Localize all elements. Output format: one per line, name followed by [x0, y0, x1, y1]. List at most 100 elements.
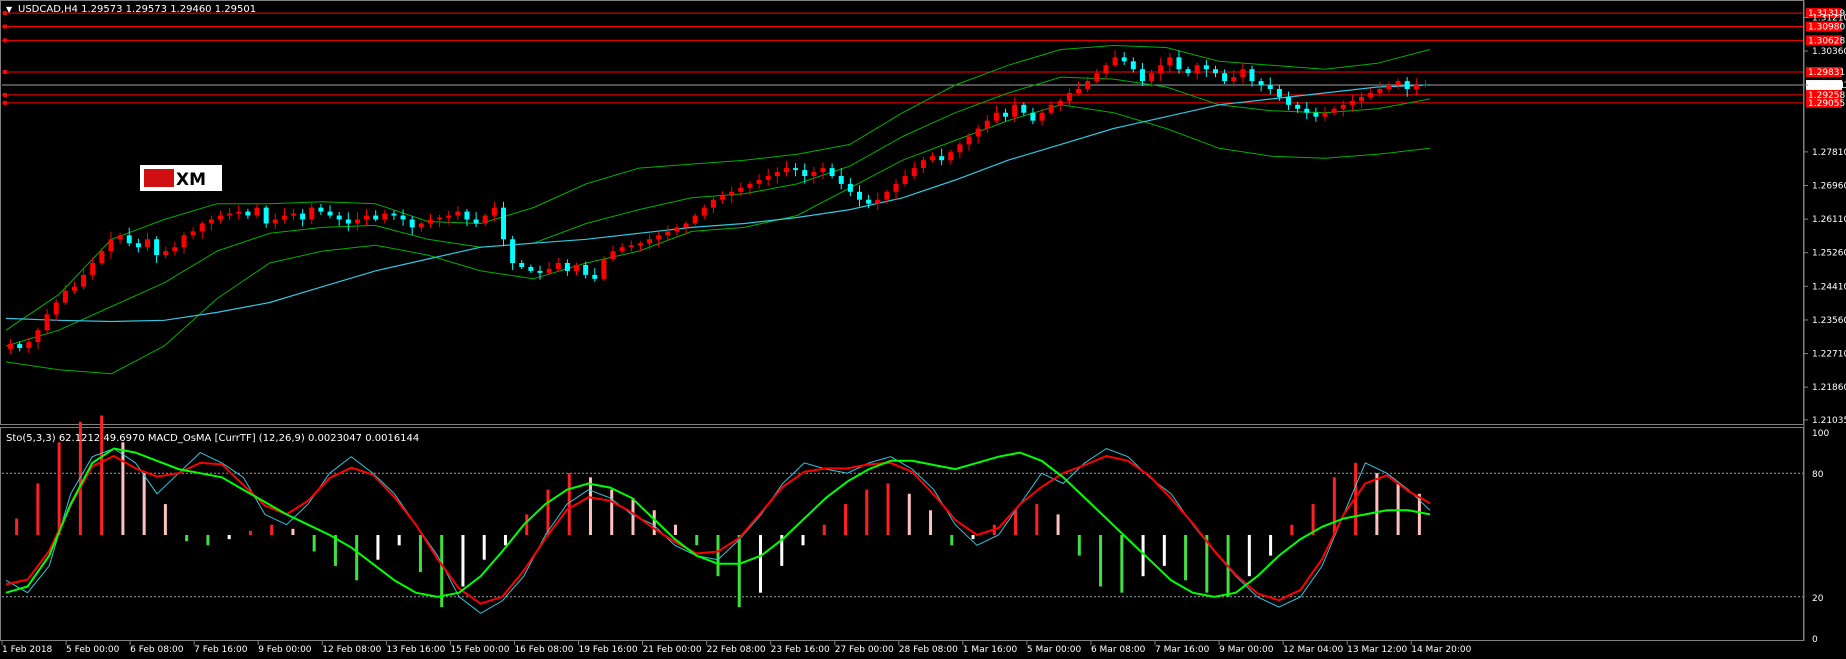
level-handle [3, 92, 7, 97]
candle-body [1003, 112, 1009, 117]
oscillator-tick-label: 80 [1812, 470, 1824, 480]
candle-body [902, 176, 908, 184]
candle-body [90, 263, 96, 275]
osma-bar [503, 535, 507, 546]
candle-body [418, 223, 424, 228]
candle-body [966, 136, 972, 145]
candle-body [747, 183, 753, 188]
candle-body [1276, 89, 1282, 97]
osma-bar [780, 535, 784, 566]
indicator-header: Sto(5,3,3) 62.1212 49.6970 MACD_OsMA [Cu… [6, 433, 419, 444]
time-tick-label: 9 Mar 00:00 [1219, 645, 1274, 655]
candle-body [272, 219, 278, 224]
candle-body [1386, 85, 1392, 90]
level-handle [3, 100, 7, 105]
candle-body [1066, 92, 1072, 101]
osma-bar [270, 524, 274, 535]
level-price-label: 1.30980 [1808, 23, 1845, 33]
osma-bar [971, 535, 975, 540]
candle-body [373, 215, 379, 220]
candle-body [345, 219, 351, 224]
level-price-tag [1806, 89, 1842, 100]
time-tick-label: 5 Mar 00:00 [1027, 645, 1082, 655]
level-price-label: 1.29831 [1808, 68, 1845, 78]
candle-body [327, 211, 333, 216]
level-price-label: 1.29501 [1808, 81, 1845, 91]
candle-body [144, 239, 150, 248]
candle-body [1395, 81, 1401, 86]
candle-body [820, 168, 826, 173]
time-tick-label: 5 Feb 00:00 [66, 645, 120, 655]
candle-body [1322, 112, 1328, 117]
candle-body [1222, 73, 1228, 82]
symbol-header: USDCAD,H4 1.29573 1.29573 1.29460 1.2950… [18, 4, 256, 15]
candle-body [884, 191, 890, 200]
candle-body [400, 215, 406, 220]
bollinger-lower-line [5, 104, 1431, 375]
osma-bar [1077, 535, 1081, 556]
candle-body [628, 245, 634, 248]
candle-body [1313, 112, 1319, 117]
osma-bar [737, 535, 741, 608]
candle-body [1422, 85, 1428, 87]
candle-body [710, 199, 716, 208]
candle-body [1158, 65, 1164, 74]
candle-body [99, 251, 105, 264]
osma-bar [121, 442, 125, 535]
time-tick-label: 19 Feb 16:00 [579, 645, 638, 655]
candle-body [291, 213, 297, 216]
level-price-label: 1.31319 [1808, 9, 1845, 19]
price-tick-label: 1.23560 [1812, 316, 1846, 326]
time-tick-label: 6 Feb 08:00 [130, 645, 184, 655]
stochastic-main-line [5, 454, 1431, 605]
time-tick-label: 27 Feb 00:00 [835, 645, 894, 655]
candle-body [181, 235, 187, 248]
osma-bar [1120, 535, 1124, 593]
level-price-label: 1.29258 [1808, 91, 1845, 101]
osma-bar [1396, 483, 1400, 535]
horizontal-levels[interactable]: 1.31319 1.30980 1.30628 1.29831 1.295011.292… [2, 8, 1845, 109]
osma-bar [312, 535, 316, 552]
time-tick-label: 15 Feb 00:00 [450, 645, 509, 655]
price-tick-label: 1.21860 [1812, 383, 1846, 393]
candle-body [619, 247, 625, 252]
osma-bar [1247, 535, 1251, 577]
time-tick-label: 16 Feb 08:00 [514, 645, 573, 655]
price-tick-label: 1.25260 [1812, 249, 1846, 259]
osma-bar [482, 535, 486, 560]
time-tick-label: 6 Mar 08:00 [1091, 645, 1146, 655]
time-tick-label: 1 Mar 16:00 [963, 645, 1018, 655]
candle-body [1286, 96, 1292, 105]
level-price-tag [1806, 66, 1842, 77]
osma-bar [886, 483, 890, 535]
candle-body [81, 274, 87, 287]
price-tick-label: 1.26110 [1812, 215, 1846, 225]
candle-body [446, 215, 452, 218]
osma-bar [57, 442, 61, 535]
candle-body [647, 239, 653, 244]
window-menu-icon[interactable]: ▼ [6, 5, 13, 14]
candle-body [1359, 96, 1365, 101]
candle-body [108, 239, 114, 252]
osma-bar [206, 535, 210, 546]
candle-body [993, 112, 999, 121]
time-tick-label: 14 Mar 20:00 [1411, 645, 1471, 655]
osma-bar [15, 518, 19, 535]
osma-bar [1099, 535, 1103, 587]
candle-body [126, 235, 132, 244]
time-tick-label: 21 Feb 00:00 [643, 645, 702, 655]
osma-bar [1290, 524, 1294, 535]
candle-body [1057, 100, 1063, 105]
candle-body [254, 207, 260, 216]
candle-body [756, 179, 762, 184]
candle-body [135, 243, 141, 248]
level-price-label: 1.29055 [1808, 99, 1845, 109]
oscillator-plot: 100 80 20 0 [2, 415, 1829, 645]
osma-bar [631, 497, 635, 535]
candle-body [300, 213, 306, 220]
candle-body [1349, 100, 1355, 105]
time-tick-label: 7 Feb 16:00 [194, 645, 248, 655]
time-tick-label: 12 Feb 08:00 [322, 645, 381, 655]
